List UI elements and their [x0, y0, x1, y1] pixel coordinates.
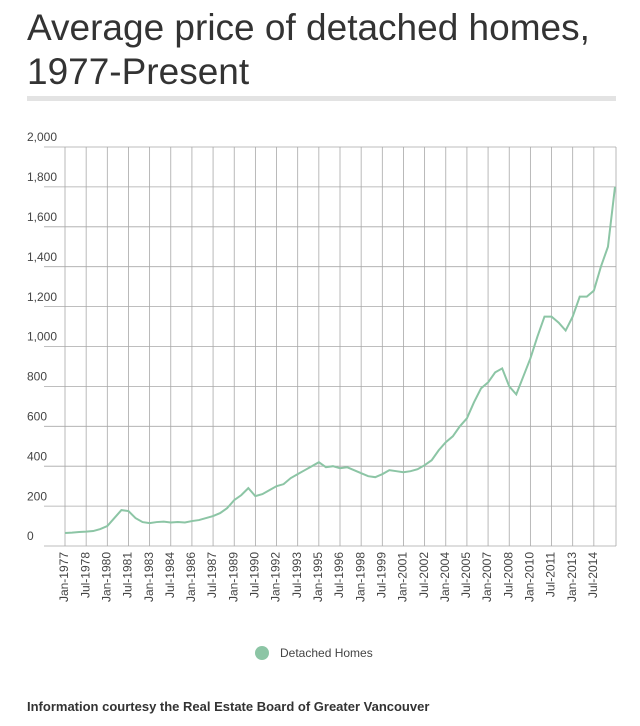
x-tick-label: Jul-1993 [290, 552, 304, 598]
x-tick-label: Jan-1992 [269, 552, 283, 602]
legend-label: Detached Homes [280, 646, 373, 660]
x-tick-label: Jan-2007 [480, 552, 494, 602]
source-note: Information courtesy the Real Estate Boa… [27, 699, 430, 714]
x-tick-label: Jan-2004 [438, 552, 452, 602]
chart-title: Average price of detached homes, 1977-Pr… [27, 7, 590, 92]
chart: 0 200 400 600 800 1,000 1,200 1,400 1,600 1,800 2,… [27, 130, 617, 660]
y-tick-label: 0 [27, 529, 34, 543]
y-tick-label: 1,000 [27, 330, 57, 344]
x-tick-label: Jan-1977 [57, 552, 71, 602]
x-tick-label: Jan-2013 [565, 552, 579, 602]
x-tick-label: Jan-2001 [396, 552, 410, 602]
x-tick-label: Jul-2005 [459, 552, 473, 598]
x-tick-label: Jul-1978 [78, 552, 92, 598]
x-tick-label: Jul-2011 [544, 552, 558, 597]
y-tick-label: 1,200 [27, 290, 57, 304]
y-tick-label: 1,400 [27, 250, 57, 264]
x-tick-label: Jan-1995 [311, 552, 325, 602]
x-tick-label: Jul-1990 [248, 552, 262, 598]
y-tick-label: 200 [27, 489, 47, 503]
title-rule [27, 96, 616, 101]
y-tick-label: 600 [27, 409, 47, 423]
x-tick-label: Jul-2002 [417, 552, 431, 598]
x-tick-label: Jan-1983 [142, 552, 156, 602]
x-tick-label: Jul-2008 [501, 552, 515, 598]
x-tick-label: Jul-1987 [205, 552, 219, 598]
x-tick-label: Jul-1999 [374, 552, 388, 598]
x-tick-label: Jan-2010 [523, 552, 537, 602]
y-tick-label: 400 [27, 449, 47, 463]
x-tick-label: Jul-1984 [163, 552, 177, 598]
x-tick-label: Jan-1998 [353, 552, 367, 602]
data-line [64, 186, 616, 535]
y-tick-label: 2,000 [27, 130, 57, 144]
x-tick-label: Jul-1996 [332, 552, 346, 598]
x-tick-label: Jan-1989 [226, 552, 240, 602]
y-tick-label: 800 [27, 370, 47, 384]
y-tick-label: 1,800 [27, 170, 57, 184]
x-tick-label: Jul-2014 [586, 552, 600, 598]
x-tick-label: Jan-1980 [99, 552, 113, 602]
y-tick-label: 1,600 [27, 210, 57, 224]
legend-swatch [255, 646, 269, 660]
x-tick-label: Jan-1986 [184, 552, 198, 602]
x-tick-label: Jul-1981 [121, 552, 135, 598]
